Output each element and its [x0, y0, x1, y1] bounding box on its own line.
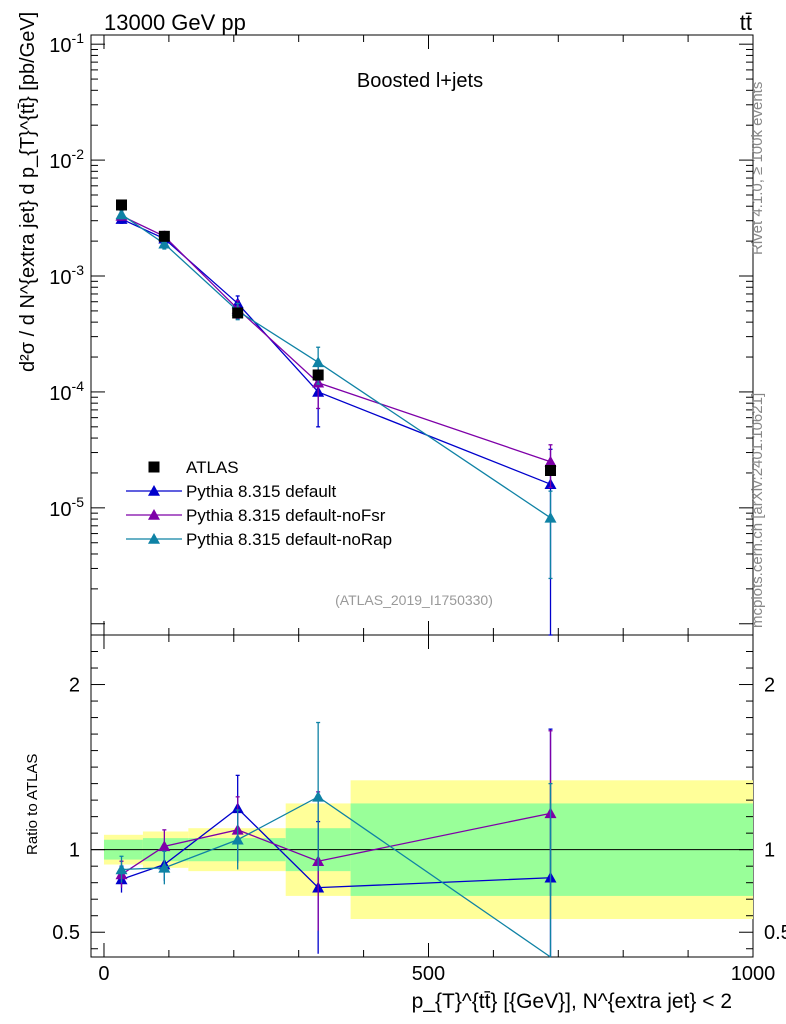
rivet-version-label: Rivet 4.1.0, ≥ 100k events [749, 82, 766, 255]
main-series-group [115, 208, 557, 636]
legend-marker [148, 485, 160, 496]
ratio-y-axis-label: Ratio to ATLAS [24, 754, 41, 855]
ratio-series-group [115, 721, 557, 958]
beam-energy-label: 13000 GeV pp [104, 10, 246, 35]
ratio-y-tick-label-right: 0.5 [764, 922, 786, 944]
y-tick-label: 10-1 [49, 30, 84, 57]
ratio-marker [115, 863, 128, 875]
data-point [158, 230, 170, 242]
ratio-y-tick-label: 0.5 [52, 922, 80, 944]
legend: ATLAS Pythia 8.315 default Pythia 8.315 de… [126, 458, 392, 549]
ratio-y-tick-label-right: 1 [764, 840, 775, 862]
ratio-y-tick-label: 1 [69, 840, 80, 862]
series-marker [115, 208, 128, 220]
series-marker [544, 511, 557, 523]
series-marker [544, 455, 557, 467]
legend-label: Pythia 8.315 default [186, 482, 337, 501]
y-tick-label: 10-3 [49, 262, 84, 289]
axis-ticks [91, 35, 754, 957]
analysis-tag: (ATLAS_2019_I1750330) [335, 592, 493, 608]
ratio-y-tick-label-right: 2 [764, 675, 775, 697]
data-point [312, 369, 324, 381]
ratio-marker [312, 790, 325, 802]
tick-labels: 0 500 1000 10-1 10-2 10-3 10-4 10-5 0.5 0.5 1 1 2 2 [49, 30, 786, 985]
ratio-marker [158, 861, 171, 873]
legend-label: Pythia 8.315 default-noRap [186, 530, 392, 549]
ratio-y-tick-label: 2 [69, 675, 80, 697]
data-point [545, 464, 557, 476]
x-tick-label: 1000 [731, 963, 776, 985]
main-y-axis-label: d²σ / d N^{extra jet} d p_{T}^{tt̄} [pb/… [17, 12, 39, 372]
legend-label-data: ATLAS [186, 458, 239, 477]
data-point [232, 307, 244, 319]
series-line [121, 215, 551, 463]
x-tick-label: 0 [98, 963, 109, 985]
data-points-group [116, 199, 557, 476]
process-label: tt̄ [740, 10, 752, 35]
legend-marker [148, 509, 160, 520]
series-line [121, 218, 551, 485]
series-marker [312, 356, 325, 368]
series-marker [158, 237, 171, 249]
legend-label: Pythia 8.315 default-noFsr [186, 506, 386, 525]
plot-title: Boosted l+jets [357, 70, 483, 92]
legend-marker [148, 533, 160, 544]
data-point [116, 199, 128, 211]
legend-data-marker [148, 461, 160, 473]
y-tick-label: 10-4 [49, 378, 84, 405]
y-tick-label: 10-5 [49, 494, 84, 521]
ratio-marker [158, 840, 171, 852]
x-tick-label: 500 [412, 963, 445, 985]
ratio-marker [231, 833, 244, 845]
y-tick-label: 10-2 [49, 146, 84, 173]
mcplots-label: mcplots.cern.ch [arXiv:2401.10621] [749, 393, 766, 628]
x-axis-label: p_{T}^{tt̄} [{GeV}], N^{extra jet} < 2 [412, 990, 732, 1013]
